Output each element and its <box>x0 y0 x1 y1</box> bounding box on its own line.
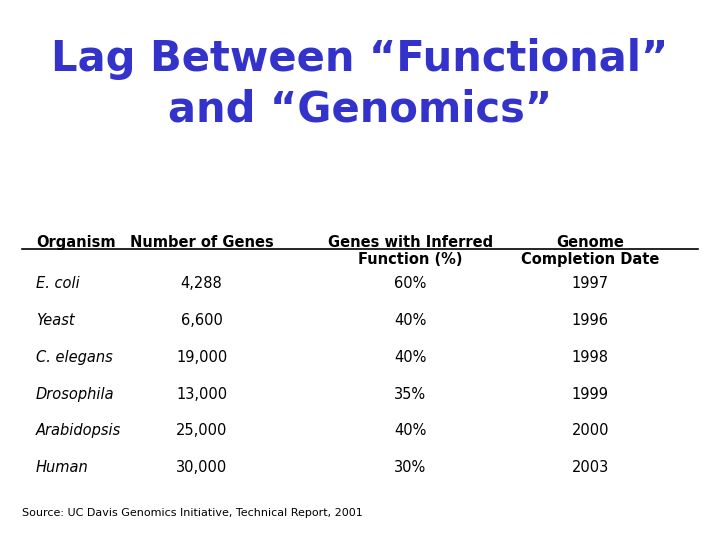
Text: C. elegans: C. elegans <box>36 350 113 365</box>
Text: 40%: 40% <box>395 350 426 365</box>
Text: 2000: 2000 <box>572 423 609 438</box>
Text: Lag Between “Functional”
and “Genomics”: Lag Between “Functional” and “Genomics” <box>51 38 669 130</box>
Text: E. coli: E. coli <box>36 276 80 292</box>
Text: Organism: Organism <box>36 235 116 250</box>
Text: 6,600: 6,600 <box>181 313 222 328</box>
Text: 40%: 40% <box>395 313 426 328</box>
Text: Human: Human <box>36 460 89 475</box>
Text: Number of Genes: Number of Genes <box>130 235 274 250</box>
Text: Source: UC Davis Genomics Initiative, Technical Report, 2001: Source: UC Davis Genomics Initiative, Te… <box>22 508 362 518</box>
Text: 60%: 60% <box>395 276 426 292</box>
Text: 2003: 2003 <box>572 460 609 475</box>
Text: 1997: 1997 <box>572 276 609 292</box>
Text: 13,000: 13,000 <box>176 387 228 402</box>
Text: 35%: 35% <box>395 387 426 402</box>
Text: Yeast: Yeast <box>36 313 75 328</box>
Text: 19,000: 19,000 <box>176 350 228 365</box>
Text: Genome
Completion Date: Genome Completion Date <box>521 235 660 267</box>
Text: 4,288: 4,288 <box>181 276 222 292</box>
Text: 1998: 1998 <box>572 350 609 365</box>
Text: 1996: 1996 <box>572 313 609 328</box>
Text: 40%: 40% <box>395 423 426 438</box>
Text: 30,000: 30,000 <box>176 460 228 475</box>
Text: Arabidopsis: Arabidopsis <box>36 423 121 438</box>
Text: Drosophila: Drosophila <box>36 387 114 402</box>
Text: Genes with Inferred
Function (%): Genes with Inferred Function (%) <box>328 235 493 267</box>
Text: 1999: 1999 <box>572 387 609 402</box>
Text: 30%: 30% <box>395 460 426 475</box>
Text: 25,000: 25,000 <box>176 423 228 438</box>
